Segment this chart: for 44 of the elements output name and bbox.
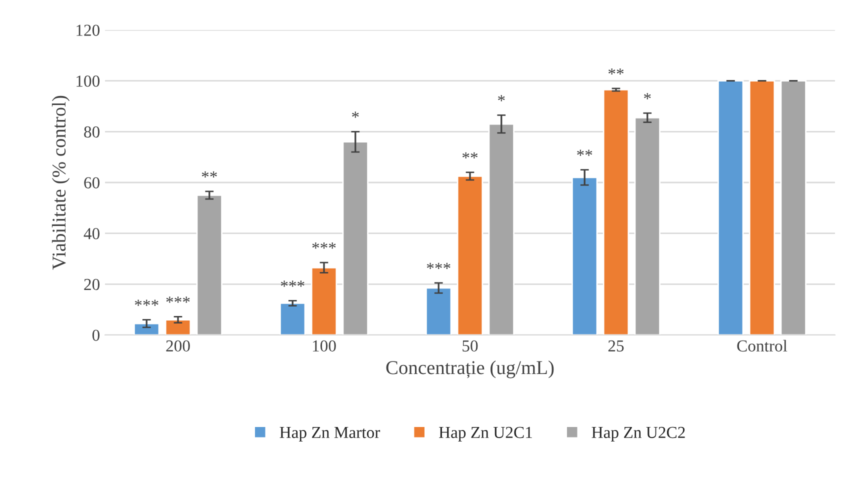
bar bbox=[488, 123, 514, 335]
bar bbox=[310, 266, 338, 335]
data-label: * bbox=[644, 93, 651, 100]
x-tick-label: 200 bbox=[166, 340, 190, 352]
y-tick-label: 60 bbox=[84, 177, 100, 188]
bar bbox=[426, 287, 452, 335]
bar bbox=[748, 80, 776, 335]
y-tick-label: 100 bbox=[76, 76, 100, 87]
bar bbox=[634, 116, 660, 335]
bar bbox=[572, 176, 598, 335]
legend-label: Hap Zn U2C2 bbox=[592, 426, 685, 442]
y-tick-label: 120 bbox=[76, 24, 100, 36]
y-tick-label: 40 bbox=[84, 228, 100, 240]
bar bbox=[196, 194, 222, 335]
bar bbox=[164, 319, 192, 335]
y-axis-title: Viabilitate (% control) bbox=[52, 96, 70, 270]
x-axis-title: Concentrație (ug/mL) bbox=[386, 360, 554, 378]
bar bbox=[342, 141, 368, 335]
bar bbox=[280, 302, 306, 335]
bar bbox=[134, 322, 160, 335]
data-label: *** bbox=[134, 300, 158, 306]
y-tick-label: 0 bbox=[92, 330, 100, 341]
bar bbox=[718, 80, 744, 335]
x-tick-label: 100 bbox=[312, 340, 336, 352]
y-tick-label: 20 bbox=[84, 278, 100, 290]
data-label: *** bbox=[312, 242, 336, 249]
data-label: * bbox=[498, 95, 505, 102]
data-label: ** bbox=[608, 68, 624, 75]
y-tick-label: 80 bbox=[84, 126, 100, 138]
data-label: *** bbox=[426, 262, 450, 269]
legend-label: Hap Zn U2C1 bbox=[438, 426, 532, 442]
data-label: ** bbox=[462, 152, 478, 158]
bar bbox=[456, 175, 484, 335]
legend-label: Hap Zn Martor bbox=[280, 427, 380, 442]
data-label: * bbox=[352, 112, 359, 118]
bar bbox=[780, 80, 806, 335]
data-label: ** bbox=[202, 171, 217, 178]
x-tick-label: 50 bbox=[462, 340, 478, 352]
data-label: *** bbox=[166, 296, 190, 303]
data-label: ** bbox=[577, 150, 592, 156]
x-tick-label: 25 bbox=[608, 340, 624, 352]
data-label: *** bbox=[280, 280, 304, 287]
bar bbox=[602, 89, 630, 335]
x-tick-label: Control bbox=[737, 340, 788, 352]
